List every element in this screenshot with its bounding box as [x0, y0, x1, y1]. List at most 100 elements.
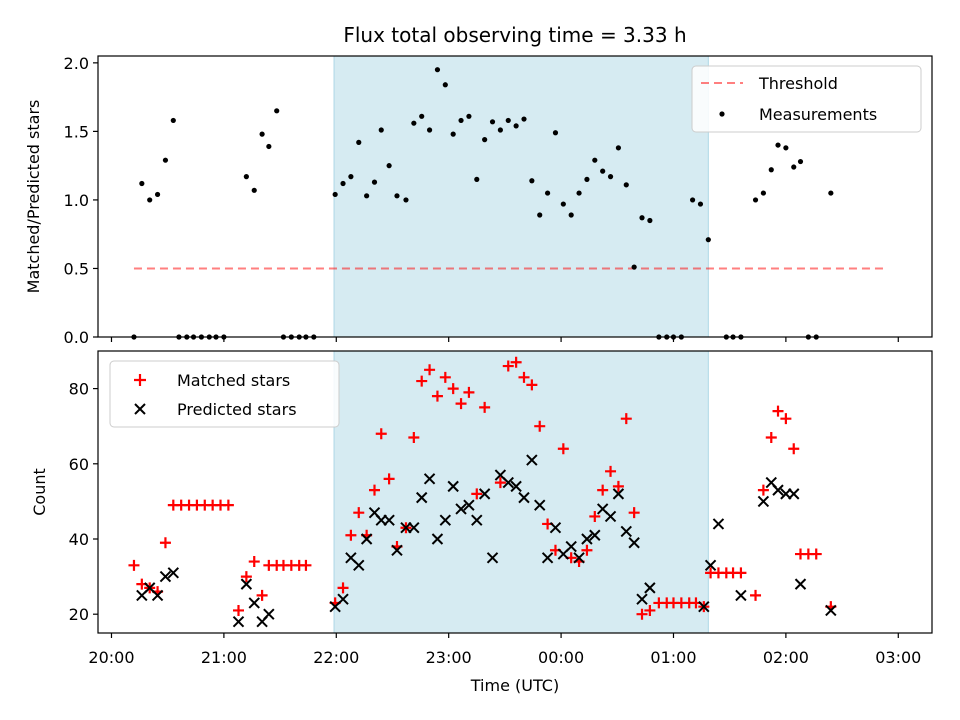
measurement-point: [600, 168, 606, 174]
predicted-star-point: [486, 552, 499, 564]
measurement-point: [615, 145, 622, 151]
measurement-point: [783, 145, 789, 151]
matched-star-point: [534, 420, 546, 432]
measurement-point: [243, 174, 249, 180]
matched-star-point: [300, 559, 312, 571]
measurement-point: [147, 197, 153, 203]
matched-star-point: [510, 356, 522, 368]
measurement-point: [697, 201, 704, 207]
measurement-point: [386, 163, 392, 169]
measurement-point: [371, 179, 378, 185]
predicted-star-point: [159, 570, 172, 583]
predicted-star-point: [360, 533, 373, 545]
y-axis-label: Matched/Predicted stars: [24, 100, 43, 294]
y-tick-label: 2.0: [64, 54, 89, 73]
measurement-point: [364, 193, 370, 199]
matched-star-point: [765, 431, 777, 443]
predicted-star-point: [353, 559, 365, 572]
predicted-star-point: [788, 488, 800, 500]
predicted-star-point: [518, 491, 530, 504]
measurement-point: [544, 190, 551, 196]
measurement-point: [170, 117, 176, 124]
top-panel-ratio: 0.0 0.5 1.0 1.5 2.0 Matched/Predicted stars Th…: [24, 54, 933, 347]
measurement-point: [266, 143, 272, 150]
measurement-point: [274, 108, 280, 114]
measurement-point: [411, 120, 417, 126]
matched-star-point: [788, 443, 800, 455]
predicted-star-point: [510, 480, 522, 493]
y-axis-label: Count: [30, 468, 49, 516]
y-tick-label: 0.5: [64, 259, 89, 278]
bottom-panel-counts: 20 40 60 80 20:00 21:00 22:00 23:00 00:00 01:00 02…: [30, 350, 933, 695]
measurement-point: [251, 187, 257, 193]
predicted-star-point: [794, 578, 807, 590]
predicted-star-point: [391, 544, 403, 556]
y-tick-label: 80: [69, 380, 89, 399]
measurement-point: [513, 123, 519, 129]
x-tick-label: 02:00: [763, 648, 809, 667]
predicted-star-point: [167, 567, 180, 579]
measurement-point: [466, 113, 472, 119]
measurement-point: [139, 180, 145, 187]
measurement-point: [505, 117, 511, 124]
predicted-star-point: [423, 473, 436, 485]
matched-star-point: [248, 556, 260, 568]
measurement-point: [259, 131, 265, 137]
measurement-point: [631, 264, 637, 270]
predicted-star-point: [240, 578, 253, 590]
matched-star-point: [479, 401, 491, 413]
measurement-point: [162, 157, 169, 163]
predicted-star-point: [439, 514, 452, 526]
measurement-point: [647, 217, 653, 224]
measurement-point: [458, 117, 464, 124]
measurement-point: [576, 190, 582, 196]
x-tick-label: 00:00: [538, 648, 584, 667]
matched-star-point: [408, 431, 420, 443]
axes-frame: [97, 55, 933, 338]
x-axis-label: Time (UTC): [470, 676, 559, 695]
matched-star-point: [337, 582, 349, 594]
predicted-star-point: [383, 514, 395, 526]
legend-matched-label: Matched stars: [177, 371, 290, 390]
matched-star-point: [518, 371, 530, 383]
measurement-point: [768, 167, 774, 173]
measurement-point: [592, 157, 598, 163]
x-tick-label: 22:00: [313, 648, 359, 667]
predicted-star-point: [232, 616, 245, 628]
predicted-star-point: [712, 518, 725, 530]
matched-star-point: [750, 589, 762, 601]
predicted-star-point: [471, 514, 483, 526]
measurement-point: [450, 131, 456, 137]
predicted-star-point: [151, 589, 164, 602]
measurement-point: [552, 130, 559, 136]
predicted-star-point: [573, 552, 585, 564]
measurement-point: [623, 182, 629, 188]
predicted-star-point: [534, 499, 546, 511]
measurement-point: [434, 67, 441, 73]
matched-star-point: [471, 488, 483, 500]
predicted-star-point: [248, 597, 260, 609]
predicted-star-point: [541, 552, 554, 564]
matched-star-point: [353, 507, 365, 519]
matched-star-point: [612, 480, 624, 492]
predicted-star-point: [644, 582, 656, 594]
chart-title: Flux total observing time = 3.33 h: [343, 23, 686, 47]
measurement-point: [426, 127, 433, 133]
x-tick-label: 20:00: [88, 648, 134, 667]
measurement-point: [482, 137, 488, 143]
predicted-star-point: [604, 510, 617, 523]
matched-star-point: [455, 398, 467, 410]
matched-star-point: [735, 567, 747, 579]
measurement-point: [791, 164, 797, 170]
predicted-star-point: [698, 600, 710, 613]
matched-star-point: [383, 473, 395, 485]
matched-star-point: [644, 604, 656, 616]
matched-star-point: [463, 386, 475, 398]
measurement-point: [568, 212, 574, 218]
measurement-point: [348, 174, 354, 180]
y-tick-label: 0.0: [64, 328, 89, 347]
matched-star-point: [128, 559, 140, 571]
measurement-point: [584, 176, 590, 182]
measurement-point: [403, 197, 409, 203]
legend-top: Threshold Measurements: [691, 65, 922, 133]
